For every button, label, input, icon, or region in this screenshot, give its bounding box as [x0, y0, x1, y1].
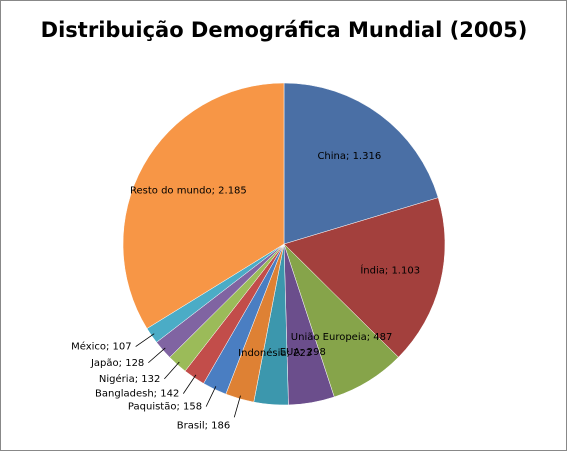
data-label: Nigéria; 132	[99, 373, 160, 385]
pie-slice	[283, 82, 439, 245]
leader-line	[164, 361, 180, 380]
data-label: Índia; 1.103	[360, 263, 420, 276]
chart-title: Distribuição Demográfica Mundial (2005)	[41, 18, 528, 42]
data-label: Japão; 128	[90, 358, 144, 369]
data-label: China; 1.316	[317, 151, 381, 162]
data-label: Bangladesh; 142	[95, 389, 179, 400]
leader-line	[148, 347, 166, 364]
data-label: Paquistão; 158	[128, 402, 202, 413]
leader-line	[233, 395, 241, 418]
pie-slice	[122, 82, 285, 329]
leader-line	[135, 333, 155, 347]
data-label: União Europeia; 487	[291, 332, 393, 343]
leader-line	[205, 386, 217, 407]
data-label: Brasil; 186	[177, 420, 231, 431]
data-label: EUA; 298	[280, 347, 326, 358]
data-label: México; 107	[71, 341, 132, 353]
data-label: Resto do mundo; 2.185	[130, 186, 247, 197]
pie-slice	[283, 197, 446, 358]
leader-line	[182, 374, 197, 394]
data-label: Indonésia; 223	[238, 347, 312, 359]
